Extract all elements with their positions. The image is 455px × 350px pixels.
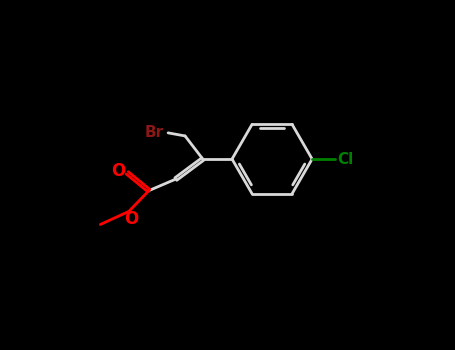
- Text: O: O: [124, 210, 138, 228]
- Text: O: O: [111, 162, 125, 180]
- Text: Br: Br: [145, 125, 164, 140]
- Text: Cl: Cl: [337, 152, 353, 167]
